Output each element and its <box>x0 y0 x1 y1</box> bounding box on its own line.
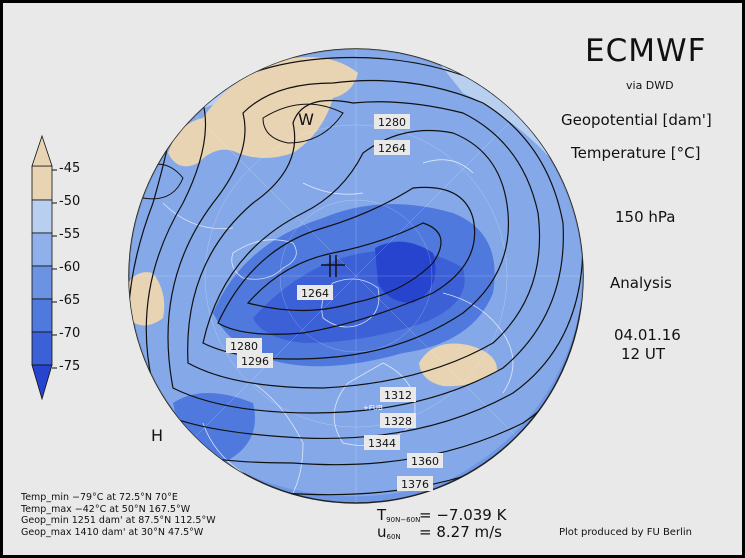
contour-label: 1296 <box>237 353 273 368</box>
credit: Plot produced by FU Berlin <box>559 527 692 538</box>
stat-temp-max: Temp_max −42°C at 50°N 167.5°W <box>21 503 191 515</box>
product-kind: Analysis <box>610 274 672 292</box>
colorbar-bottom-arrow <box>31 364 53 401</box>
colorbar-swatch <box>31 298 53 333</box>
diag-t-symbol: T <box>377 506 387 524</box>
warm-patch-west <box>129 272 165 326</box>
diag-u-symbol: u <box>377 523 387 541</box>
svg-text:1328: 1328 <box>384 415 412 428</box>
valid-time: 12 UT <box>621 345 665 363</box>
diag-wind: u60N = 8.27 m/s <box>377 523 502 541</box>
colorbar-swatch <box>31 331 53 366</box>
diag-temperature: T90N−60N= −7.039 K <box>377 506 506 524</box>
svg-text:1264: 1264 <box>301 287 329 300</box>
colorbar <box>31 134 57 401</box>
colorbar-label: -45 <box>59 161 81 176</box>
fub-marker: +FUB <box>363 404 383 412</box>
diag-t-subscript: 90N−60N <box>386 516 421 524</box>
warm-patch-east <box>419 343 498 387</box>
colorbar-swatch <box>31 165 53 201</box>
svg-text:1280: 1280 <box>230 340 258 353</box>
colorbar-label: -50 <box>59 194 81 209</box>
contour-label: 1280 <box>374 114 410 129</box>
stat-temp-min: Temp_min −79°C at 72.5°N 70°E <box>21 492 178 503</box>
high-marker-h: H <box>151 426 163 445</box>
contour-label: 1360 <box>407 453 443 468</box>
contour-label: 1344 <box>364 435 400 450</box>
svg-text:1296: 1296 <box>241 355 269 368</box>
colorbar-swatch <box>31 232 53 267</box>
field-temperature: Temperature [°C] <box>571 144 701 162</box>
svg-text:1312: 1312 <box>384 389 412 402</box>
polar-map: 1280 1264 1264 1280 1296 1312 1328 1344 … <box>31 48 584 504</box>
source-label: via DWD <box>626 79 674 92</box>
contour-label: 1312 <box>380 387 416 402</box>
stat-geop-max: Geop_max 1410 dam' at 30°N 47.5°W <box>21 526 204 538</box>
valid-date: 04.01.16 <box>614 326 681 344</box>
svg-text:1264: 1264 <box>378 142 406 155</box>
colorbar-label: -60 <box>59 260 81 275</box>
field-geopotential: Geopotential [dam'] <box>561 111 712 129</box>
svg-text:1376: 1376 <box>401 478 429 491</box>
colorbar-swatch <box>31 265 53 300</box>
contour-label: 1376 <box>397 476 433 491</box>
colorbar-label: -70 <box>59 326 81 341</box>
pressure-level: 150 hPa <box>615 208 676 226</box>
contour-labels: 1280 1264 1264 1280 1296 1312 1328 1344 … <box>226 114 443 491</box>
contour-label: 1280 <box>226 338 262 353</box>
svg-text:1280: 1280 <box>378 116 406 129</box>
colorbar-swatch <box>31 199 53 234</box>
warm-marker-w: W <box>298 110 314 129</box>
contour-label: 1264 <box>374 140 410 155</box>
colorbar-label: -65 <box>59 293 81 308</box>
low-center-marker <box>321 255 345 277</box>
diag-t-value: = −7.039 K <box>419 506 507 524</box>
colorbar-label: -75 <box>59 359 81 374</box>
stat-geop-min: Geop_min 1251 dam' at 87.5°N 112.5°W <box>21 515 216 526</box>
temperature-field <box>129 49 583 503</box>
svg-text:1360: 1360 <box>411 455 439 468</box>
diag-u-value: = 8.27 m/s <box>419 523 502 541</box>
field-statistics: Temp_min −79°C at 72.5°N 70°E Temp_max −… <box>21 492 216 538</box>
contour-label: 1328 <box>380 413 416 428</box>
svg-text:1344: 1344 <box>368 437 396 450</box>
colorbar-top-arrow <box>31 134 53 167</box>
diag-u-subscript: 60N <box>386 533 401 541</box>
colorbar-label: -55 <box>59 227 81 242</box>
contour-label: 1264 <box>297 285 333 300</box>
page-title: ECMWF <box>585 33 707 69</box>
